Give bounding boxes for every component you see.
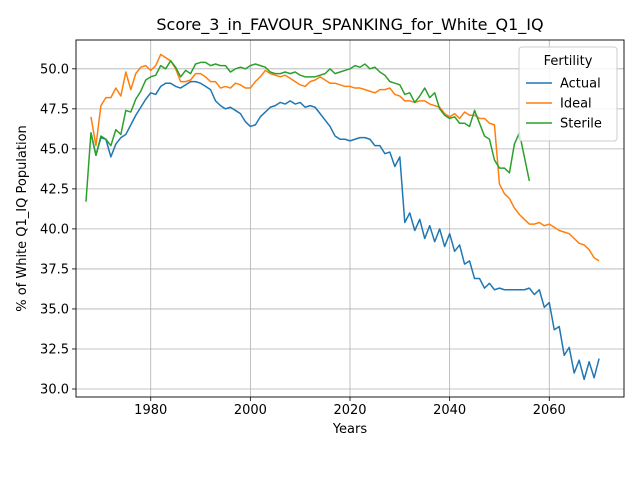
y-tick-label: 42.5 xyxy=(40,182,69,197)
y-tick-label: 47.5 xyxy=(40,102,69,117)
legend-label-sterile: Sterile xyxy=(560,117,602,132)
y-tick-label: 30.0 xyxy=(40,382,69,397)
series-lines xyxy=(85,53,600,381)
series-line-actual xyxy=(90,80,600,381)
x-tick-label: 2040 xyxy=(433,403,466,418)
y-tick-label: 37.5 xyxy=(40,262,69,277)
x-tick-label: 2020 xyxy=(333,403,366,418)
legend-label-actual: Actual xyxy=(560,77,601,92)
legend-title: Fertility xyxy=(544,54,593,69)
x-tick-label: 2060 xyxy=(533,403,566,418)
x-axis-label: Years xyxy=(332,422,368,437)
legend-items: Actual Ideal Sterile xyxy=(526,77,602,132)
y-tick-label: 50.0 xyxy=(40,62,69,77)
series-line-sterile xyxy=(85,60,531,202)
legend-label-ideal: Ideal xyxy=(560,97,592,112)
y-tick-label: 40.0 xyxy=(40,222,69,237)
axis-ticks: 1980 2000 2020 2040 2060 30.0 32.5 35.0 37.5 40.0… xyxy=(40,62,566,418)
legend: Fertility Actual Ideal Sterile xyxy=(518,46,618,142)
y-tick-label: 32.5 xyxy=(40,342,69,357)
x-tick-label: 1980 xyxy=(134,403,167,418)
x-tick-label: 2000 xyxy=(234,403,267,418)
y-tick-label: 35.0 xyxy=(40,302,69,317)
chart-title: Score_3_in_FAVOUR_SPANKING_for_White_Q1_… xyxy=(156,15,543,35)
y-axis-label: % of White Q1_IQ Population xyxy=(15,125,30,312)
legend-box xyxy=(518,46,618,142)
y-tick-label: 45.0 xyxy=(40,142,69,157)
